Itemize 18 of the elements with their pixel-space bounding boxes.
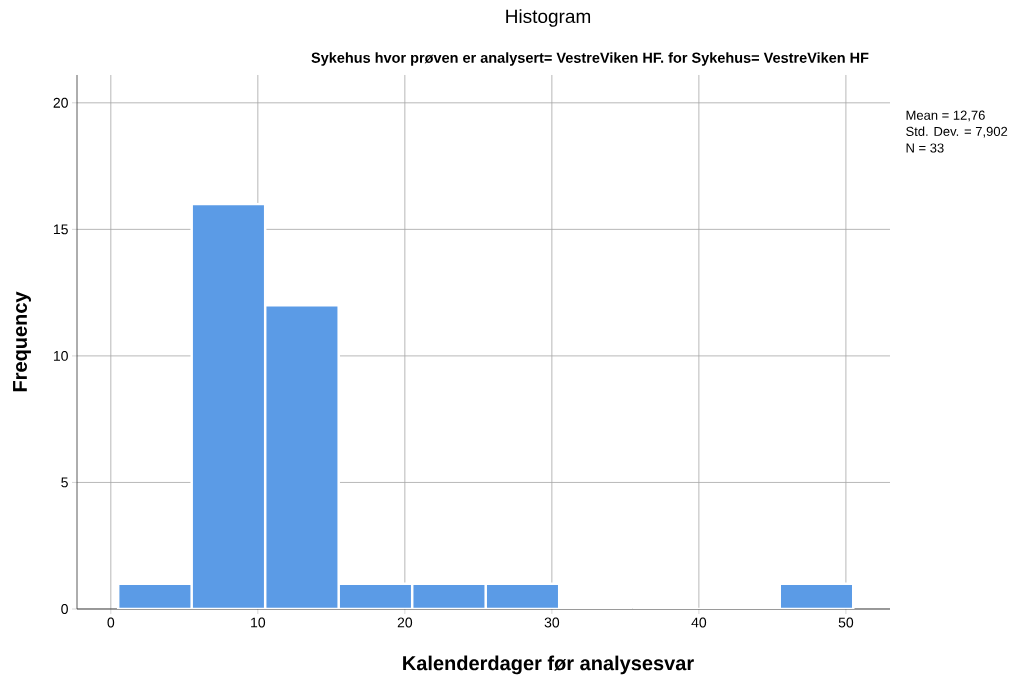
- x-tick-label: 50: [838, 617, 854, 628]
- y-tick-label: 20: [53, 97, 68, 108]
- text: Std. Dev. = 7,902: [906, 126, 1008, 138]
- y-tick-label: 15: [53, 224, 68, 235]
- x-tick-label: 30: [544, 617, 560, 628]
- y-axis-title: Frequency: [13, 291, 31, 392]
- x-tick-label: 10: [251, 617, 266, 628]
- y-tick-label: 0: [61, 604, 68, 614]
- chart-subtitle: Sykehus hvor prøven er analysert= VestreViken HF. for Sykehus= VestreViken HF: [311, 52, 869, 66]
- chart-title: Histogram: [506, 9, 591, 27]
- x-axis-title: Kalenderdager før analysesvar: [403, 655, 694, 675]
- y-tick-label: 10: [53, 350, 68, 361]
- x-tick-label: 40: [691, 617, 707, 628]
- y-tick-label: 5: [61, 477, 68, 488]
- x-tick-label: 0: [107, 617, 115, 628]
- x-tick-label: 20: [397, 617, 413, 628]
- text: Mean = 12,76: [906, 110, 985, 122]
- text: N = 33: [906, 143, 944, 153]
